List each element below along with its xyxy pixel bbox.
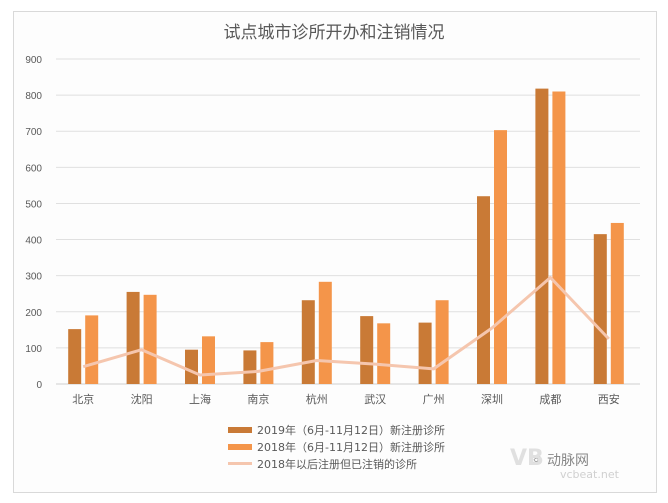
watermark-site: vcbeat.net xyxy=(560,468,619,481)
x-category-label: 南京 xyxy=(247,392,269,406)
bar-2019 xyxy=(418,322,432,384)
watermark-name: 动脉网 xyxy=(547,453,590,469)
x-category-label: 广州 xyxy=(423,393,445,406)
y-tick-label: 700 xyxy=(25,127,42,138)
watermark: VB ☼ 动脉网 vcbeat.net xyxy=(510,446,619,481)
legend-item-2019: 2019年（6月-11月12日）新注册诊所 xyxy=(228,421,445,438)
x-category-label: 上海 xyxy=(189,392,211,406)
bar-2019 xyxy=(243,350,257,384)
legend-item-cancelled: 2018年以后注册但已注销的诊所 xyxy=(228,455,445,472)
bar-2018 xyxy=(85,315,99,384)
bar-2019 xyxy=(185,349,198,384)
chart-frame xyxy=(13,11,657,493)
bar-2019 xyxy=(68,329,82,384)
bar-2018 xyxy=(552,91,566,384)
bar-2018 xyxy=(610,222,624,384)
bar-2019 xyxy=(301,300,315,384)
bar-2019 xyxy=(535,88,549,384)
y-tick-label: 300 xyxy=(25,272,42,283)
cancelled-line xyxy=(82,275,610,377)
bar-2019 xyxy=(477,196,490,384)
x-category-label: 沈阳 xyxy=(131,392,153,406)
x-category-label: 成都 xyxy=(539,393,561,406)
x-category-label: 杭州 xyxy=(306,392,328,406)
legend-item-2018: 2018年（6月-11月12日）新注册诊所 xyxy=(228,438,445,455)
bar-2018 xyxy=(435,300,449,384)
bar-2018 xyxy=(377,323,391,384)
bar-2018 xyxy=(260,342,274,384)
y-tick-label: 500 xyxy=(25,199,42,210)
watermark-logo: VB xyxy=(510,446,544,471)
x-category-label: 深圳 xyxy=(481,393,503,406)
bar-2019 xyxy=(593,234,607,384)
legend-label-2018: 2018年（6月-11月12日）新注册诊所 xyxy=(257,440,445,454)
y-tick-label: 100 xyxy=(25,344,42,355)
x-category-label: 西安 xyxy=(598,392,620,406)
y-tick-label: 0 xyxy=(36,380,42,391)
legend-swatch-2018 xyxy=(228,443,252,450)
y-tick-label: 900 xyxy=(25,55,42,66)
bar-2018 xyxy=(494,130,507,384)
y-tick-label: 400 xyxy=(25,236,42,247)
y-tick-label: 800 xyxy=(25,91,42,102)
bar-2019 xyxy=(126,291,140,384)
legend-label-cancelled: 2018年以后注册但已注销的诊所 xyxy=(257,457,417,471)
legend-swatch-2019 xyxy=(228,426,252,433)
chart-title: 试点城市诊所开办和注销情况 xyxy=(223,23,445,43)
watermark-chat-icon: ☼ xyxy=(530,453,548,469)
y-tick-label: 600 xyxy=(25,163,42,174)
legend-label-2019: 2019年（6月-11月12日）新注册诊所 xyxy=(257,423,445,437)
bar-2018 xyxy=(143,294,157,384)
legend-swatch-cancelled xyxy=(228,462,252,465)
chart-legend: 2019年（6月-11月12日）新注册诊所 2018年（6月-11月12日）新注… xyxy=(228,421,445,472)
bar-2019 xyxy=(360,316,374,384)
x-category-label: 北京 xyxy=(72,392,94,406)
bar-2018 xyxy=(318,281,332,384)
x-category-label: 武汉 xyxy=(364,393,386,406)
bar-2018 xyxy=(202,336,215,384)
y-tick-label: 200 xyxy=(25,308,42,319)
